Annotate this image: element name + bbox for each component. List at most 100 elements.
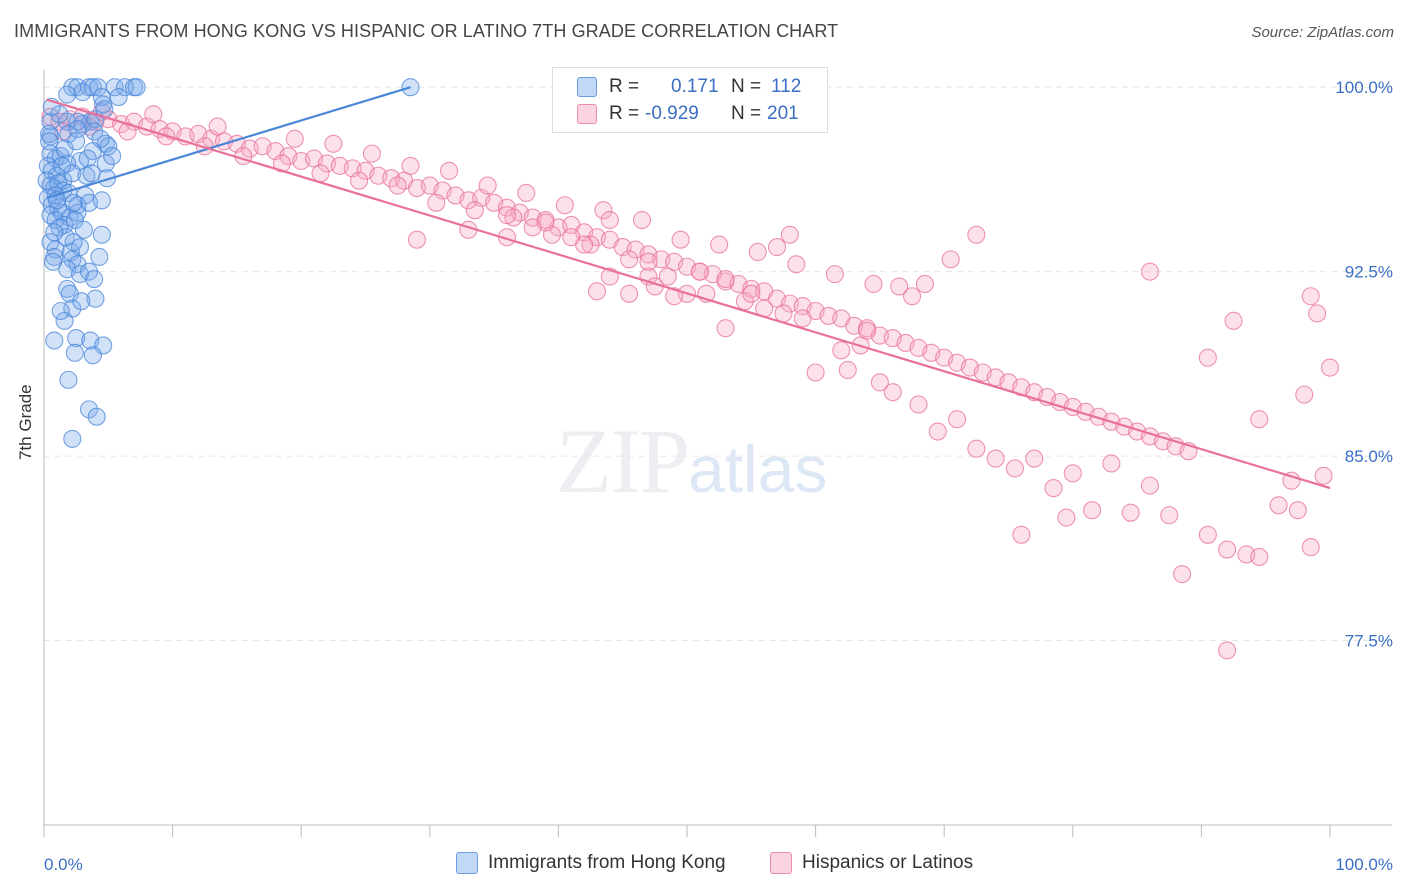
point-hong-kong: [65, 343, 84, 362]
y-tick-label: 77.5%: [1345, 632, 1393, 651]
point-hong-kong: [83, 78, 102, 97]
point-hispanic: [806, 363, 825, 382]
point-hispanic: [793, 309, 812, 328]
point-hong-kong: [64, 193, 83, 212]
point-hispanic: [362, 144, 381, 163]
point-hispanic: [478, 176, 497, 195]
point-hispanic: [1160, 506, 1179, 525]
point-hispanic: [388, 176, 407, 195]
point-hispanic: [581, 235, 600, 254]
point-hispanic: [575, 235, 594, 254]
point-hispanic: [311, 164, 330, 183]
point-hong-kong: [92, 191, 111, 210]
point-hispanic: [1308, 304, 1327, 323]
point-hispanic: [1224, 311, 1243, 330]
source-credit: Source: ZipAtlas.com: [1251, 24, 1394, 41]
point-hispanic: [915, 274, 934, 294]
point-hispanic: [427, 193, 446, 212]
point-hong-kong: [87, 407, 106, 426]
point-hispanic: [658, 267, 677, 286]
point-hong-kong: [86, 289, 105, 308]
point-hong-kong: [99, 137, 118, 156]
point-hong-kong: [92, 225, 111, 244]
point-hispanic: [902, 287, 922, 306]
stats-n-value: 112: [771, 76, 802, 97]
point-hispanic: [1295, 385, 1314, 404]
point-hong-kong: [97, 169, 117, 188]
point-hong-kong: [109, 88, 128, 107]
point-hong-kong: [90, 247, 109, 266]
point-hong-kong: [58, 85, 77, 104]
point-hong-kong: [83, 346, 102, 365]
point-hispanic: [407, 230, 426, 249]
point-hispanic: [1282, 471, 1301, 490]
legend-label-hispanic: Hispanics or Latinos: [802, 852, 974, 873]
point-hong-kong: [50, 218, 69, 237]
stats-r-label-2: R =: [609, 103, 640, 124]
point-hong-kong: [91, 129, 110, 148]
point-hispanic: [350, 171, 369, 190]
point-hispanic: [780, 225, 799, 244]
legend-swatch-pink: [770, 852, 792, 874]
point-hispanic: [774, 304, 793, 323]
point-hispanic: [1083, 501, 1102, 520]
point-hong-kong: [51, 301, 70, 321]
stats-n-label-2: N =: [731, 103, 762, 124]
point-hispanic: [1250, 410, 1269, 429]
point-hispanic: [1301, 287, 1320, 306]
point-hispanic: [587, 282, 607, 301]
watermark-atlas: atlas: [688, 432, 828, 506]
point-hispanic: [716, 269, 735, 289]
point-hispanic: [890, 277, 909, 296]
legend-item-hispanic[interactable]: Hispanics or Latinos: [770, 852, 973, 874]
point-hispanic: [967, 439, 986, 458]
point-hispanic: [465, 201, 484, 220]
point-hispanic: [748, 242, 767, 262]
point-hong-kong: [50, 105, 69, 124]
point-hong-kong: [68, 203, 87, 222]
y-tick-label: 85.0%: [1345, 447, 1393, 466]
point-hong-kong: [72, 292, 91, 311]
point-hong-kong: [127, 78, 146, 97]
point-hispanic: [1320, 358, 1340, 377]
point-hispanic: [671, 230, 690, 249]
stats-n-value-2: 201: [767, 103, 799, 124]
stats-swatch-pink: [577, 104, 597, 124]
point-hispanic: [208, 117, 227, 136]
point-hispanic: [1269, 496, 1288, 515]
point-hong-kong: [105, 78, 124, 97]
point-hispanic: [1198, 348, 1217, 367]
point-hispanic: [832, 341, 851, 360]
point-hispanic: [1044, 479, 1063, 498]
point-hispanic: [600, 210, 619, 230]
stats-swatch-blue: [577, 77, 597, 97]
point-hong-kong: [85, 269, 104, 289]
legend: Immigrants from Hong Kong Hispanics or L…: [0, 852, 1406, 878]
point-hispanic: [523, 218, 542, 237]
stats-row-hong-kong: R = 0.171 N = 112: [553, 74, 827, 100]
point-hispanic: [144, 105, 163, 124]
point-hispanic: [497, 206, 517, 225]
point-hong-kong: [58, 279, 77, 298]
point-hong-kong: [67, 329, 86, 348]
point-hong-kong: [63, 429, 82, 448]
y-axis-label: 7th Grade: [16, 384, 35, 460]
point-hong-kong: [59, 370, 78, 389]
point-hong-kong: [59, 124, 78, 143]
point-hispanic: [967, 225, 986, 244]
point-hong-kong: [43, 252, 63, 271]
point-hong-kong: [63, 164, 82, 183]
x-tick-label-max: 100.0%: [1335, 855, 1393, 874]
point-hong-kong: [55, 311, 74, 330]
point-hispanic: [272, 154, 291, 173]
point-hispanic: [665, 287, 684, 306]
point-hong-kong: [78, 149, 97, 168]
point-hong-kong: [82, 164, 101, 183]
point-hispanic: [1121, 503, 1140, 522]
point-hispanic: [285, 129, 304, 148]
point-hispanic: [986, 449, 1005, 468]
point-hispanic: [742, 284, 761, 303]
point-hispanic: [735, 292, 754, 311]
point-hong-kong: [79, 400, 99, 419]
legend-item-hong-kong[interactable]: Immigrants from Hong Kong: [456, 852, 726, 874]
